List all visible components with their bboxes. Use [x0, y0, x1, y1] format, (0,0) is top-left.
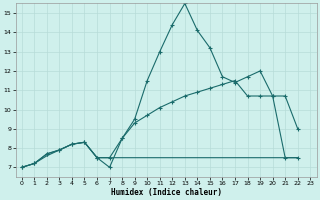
X-axis label: Humidex (Indice chaleur): Humidex (Indice chaleur)	[110, 188, 221, 197]
